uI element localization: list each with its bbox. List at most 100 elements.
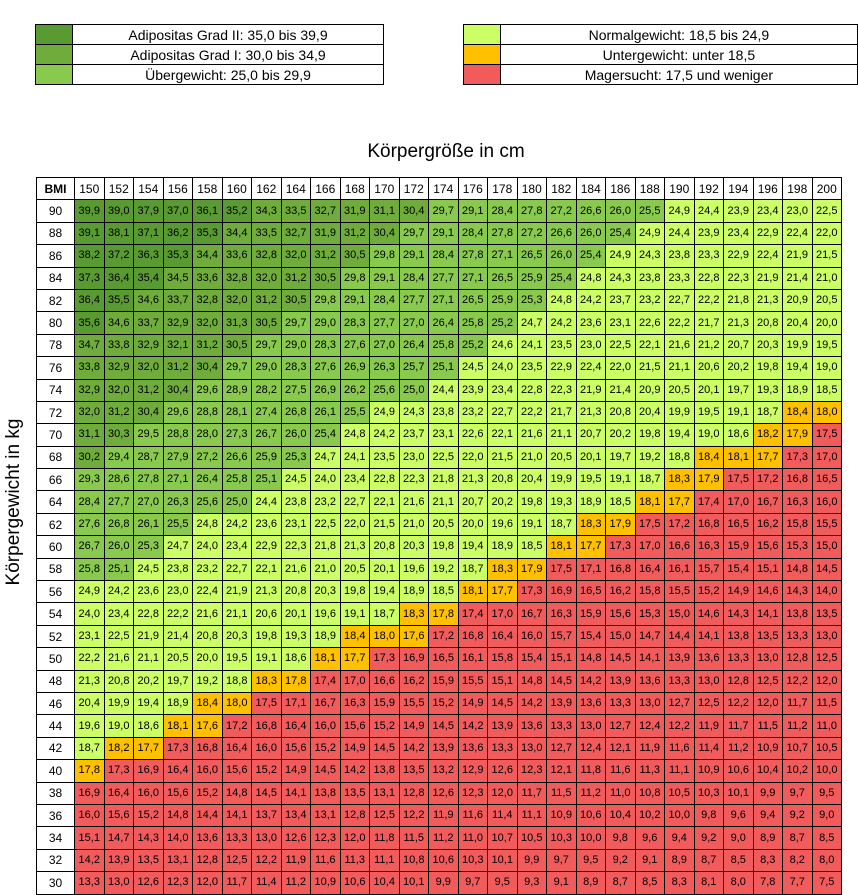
table-row: 46 20,4 19,9 19,4 18,9 18,4 18,0 17,5 17,1 16,7 16… [36,691,842,716]
bmi-cell: 25,0 [398,378,429,402]
bmi-cell: 9,7 [546,848,577,873]
bmi-cell: 16,8 [192,736,223,761]
bmi-cell: 22,9 [251,535,282,559]
bmi-cell: 21,3 [339,535,370,559]
bmi-cell: 18,4 [693,445,724,470]
bmi-cell: 19,5 [221,647,252,671]
bmi-cell: 17,7 [133,736,164,761]
bmi-cell: 26,0 [280,423,311,447]
bmi-cell: 20,7 [723,333,754,358]
bmi-cell: 21,0 [516,445,547,470]
legend-right-item: Magersucht: 17,5 und weniger [463,64,858,85]
bmi-cell: 10,7 [782,736,813,761]
bmi-cell: 11,5 [752,714,783,738]
bmi-cell: 35,6 [74,311,105,335]
bmi-cell: 15,9 [428,669,459,693]
bmi-cell: 15,0 [605,624,636,649]
bmi-cell: 13,5 [398,759,429,783]
bmi-cell: 18,8 [664,445,695,470]
bmi-cell: 24,8 [339,423,370,447]
bmi-cell: 19,0 [811,356,842,380]
bmi-cell: 12,7 [605,714,636,738]
bmi-cell: 17,3 [516,580,547,604]
bmi-cell: 20,1 [369,557,400,582]
bmi-cell: 16,6 [369,669,400,693]
bmi-cell: 18,7 [457,557,488,582]
bmi-cell: 11,9 [428,803,459,828]
bmi-cell: 15,7 [546,624,577,649]
bmi-cell: 14,2 [516,691,547,716]
bmi-cell: 14,8 [162,803,193,828]
bmi-cell: 23,6 [133,580,164,604]
table-row: 78 34,7 33,8 32,9 32,1 31,2 30,5 29,7 29,0 28,3 27… [36,333,842,358]
legend-left: Adipositas Grad II: 35,0 bis 39,9 Adiposi… [35,24,384,85]
table-row: 44 19,6 19,0 18,6 18,1 17,6 17,2 16,8 16,4 16,0 15… [36,714,842,738]
bmi-cell: 19,7 [162,669,193,693]
bmi-cell: 8,9 [664,848,695,873]
bmi-cell: 15,4 [723,557,754,582]
bmi-cell: 8,7 [605,871,636,895]
bmi-cell: 16,9 [398,647,429,671]
bmi-cell: 25,8 [221,468,252,492]
bmi-cell: 12,2 [782,669,813,693]
bmi-cell: 12,6 [280,826,311,850]
bmi-cell: 8,3 [664,871,695,895]
bmi-cell: 27,3 [221,423,252,447]
bmi-cell: 38,1 [103,221,134,246]
bmi-cell: 25,9 [516,266,547,290]
bmi-cell: 23,6 [575,311,606,335]
bmi-cell: 12,8 [398,781,429,805]
bmi-cell: 13,9 [664,647,695,671]
bmi-cell: 8,9 [752,826,783,850]
bmi-cell: 21,3 [575,400,606,425]
bmi-cell: 36,4 [74,288,105,313]
table-row: 88 39,1 38,1 37,1 36,2 35,3 34,4 33,5 32,7 31,9 31… [36,221,842,246]
bmi-cell: 22,1 [369,490,400,514]
bmi-cell: 13,5 [752,624,783,649]
bmi-cell: 17,7 [664,490,695,514]
bmi-cell: 22,2 [664,311,695,335]
bmi-cell: 37,3 [74,266,105,290]
bmi-cell: 9,7 [782,781,813,805]
bmi-cell: 11,4 [251,871,282,895]
bmi-cell: 22,0 [605,356,636,380]
bmi-cell: 24,9 [74,580,105,604]
column-header: 156 [162,176,193,201]
table-corner-label: BMI [36,176,75,201]
bmi-cell: 39,1 [74,221,105,246]
bmi-cell: 23,0 [782,199,813,223]
bmi-cell: 9,5 [575,848,606,873]
bmi-cell: 12,5 [693,691,724,716]
bmi-cell: 21,4 [162,624,193,649]
bmi-cell: 19,5 [693,400,724,425]
bmi-cell: 26,6 [546,221,577,246]
row-header: 88 [36,221,75,246]
bmi-cell: 14,5 [310,759,341,783]
bmi-cell: 20,1 [280,602,311,626]
bmi-cell: 15,2 [133,803,164,828]
bmi-cell: 39,0 [103,199,134,223]
bmi-cell: 22,5 [310,512,341,537]
bmi-cell: 14,1 [221,803,252,828]
row-header: 50 [36,647,75,671]
bmi-cell: 18,7 [369,602,400,626]
bmi-cell: 32,8 [221,266,252,290]
bmi-cell: 25,9 [487,288,518,313]
bmi-cell: 16,5 [575,580,606,604]
bmi-cell: 12,4 [575,736,606,761]
table-row: 58 25,8 25,1 24,5 23,8 23,2 22,7 22,1 21,6 21,0 20… [36,557,842,582]
bmi-cell: 22,1 [634,333,665,358]
bmi-cell: 20,4 [74,691,105,716]
bmi-cell: 10,4 [369,871,400,895]
table-row: 40 17,8 17,3 16,9 16,4 16,0 15,6 15,2 14,9 14,5 14… [36,759,842,783]
bmi-cell: 22,2 [516,400,547,425]
bmi-cell: 15,3 [634,602,665,626]
bmi-cell: 27,2 [546,199,577,223]
row-header: 66 [36,468,75,492]
bmi-cell: 16,2 [605,580,636,604]
bmi-cell: 21,3 [752,288,783,313]
bmi-cell: 10,3 [546,826,577,850]
column-header: 188 [634,176,665,201]
bmi-cell: 17,5 [546,557,577,582]
bmi-cell: 11,1 [664,759,695,783]
